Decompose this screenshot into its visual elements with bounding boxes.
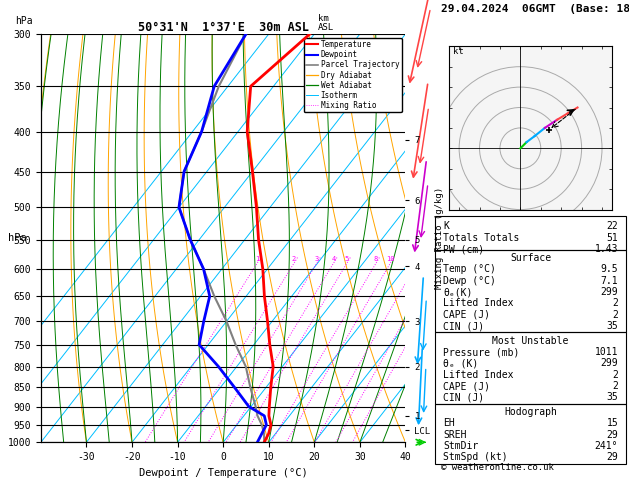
Text: hPa: hPa: [8, 233, 26, 243]
Text: 4: 4: [331, 256, 335, 262]
Text: 1: 1: [255, 256, 259, 262]
Text: 8: 8: [374, 256, 378, 262]
Legend: Temperature, Dewpoint, Parcel Trajectory, Dry Adiabat, Wet Adiabat, Isotherm, Mi: Temperature, Dewpoint, Parcel Trajectory…: [304, 38, 402, 112]
X-axis label: Dewpoint / Temperature (°C): Dewpoint / Temperature (°C): [139, 468, 308, 478]
Text: 3: 3: [314, 256, 319, 262]
Text: Mixing Ratio (g/kg): Mixing Ratio (g/kg): [435, 187, 443, 289]
Text: hPa: hPa: [15, 16, 33, 26]
Text: 10: 10: [386, 256, 394, 262]
Text: 5: 5: [345, 256, 349, 262]
Title: 50°31'N  1°37'E  30m ASL: 50°31'N 1°37'E 30m ASL: [138, 21, 309, 34]
Text: km
ASL: km ASL: [318, 14, 334, 32]
Text: © weatheronline.co.uk: © weatheronline.co.uk: [441, 463, 554, 472]
Text: 2: 2: [292, 256, 296, 262]
Text: 29.04.2024  06GMT  (Base: 18): 29.04.2024 06GMT (Base: 18): [441, 3, 629, 14]
